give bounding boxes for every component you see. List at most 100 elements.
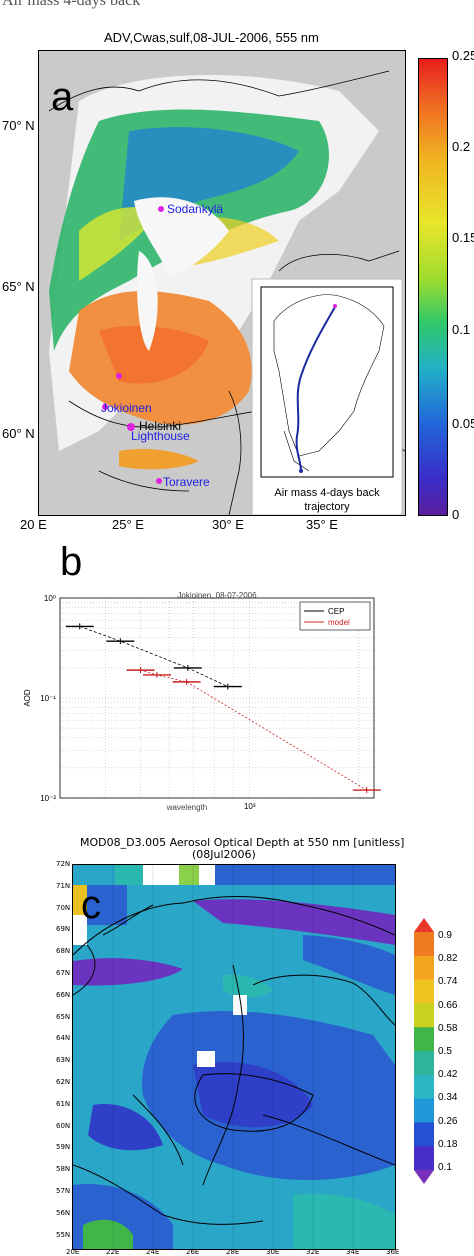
panel-c-cbar-tick: 0.34: [438, 1092, 458, 1104]
station-label-lighthouse: Lighthouse: [131, 429, 190, 443]
panel-c-lon-tick: 24E: [146, 1248, 160, 1256]
panel-c-map: c: [72, 864, 396, 1250]
panel-c-lat-tick: 60N: [56, 1121, 71, 1130]
station-marker-helsinki: [127, 423, 135, 431]
colorbar-top-arrow: [414, 918, 434, 932]
panel-a-label: a: [51, 75, 74, 119]
inset-caption-1: Air mass 4-days back: [274, 487, 380, 499]
colorbar-bottom-arrow: [414, 1170, 434, 1184]
station-marker-jokioinen: [102, 404, 108, 410]
panel-c-cbar-tick: 0.42: [438, 1069, 458, 1081]
panel-c-colorbar: [414, 918, 434, 1184]
top-caption: Air mass 4-days back: [2, 0, 141, 9]
panel-a-lon-30: 30° E: [212, 517, 244, 532]
panel-c-lat-tick: 58N: [56, 1165, 71, 1174]
plot-frame: [59, 597, 375, 799]
y-tick-label: 10⁰: [44, 594, 56, 603]
panel-c-lat-tick: 68N: [56, 947, 71, 956]
station-label-sodankyla: Sodankylä: [167, 202, 224, 216]
chart-title: Jokioinen, 08-07-2006: [177, 591, 257, 600]
colorbar-segment: [414, 979, 434, 1004]
panel-c-lat-tick: 72N: [56, 860, 71, 868]
panel-c-lon-tick: 28E: [226, 1248, 240, 1256]
panel-c-lon-tick: 22E: [106, 1248, 120, 1256]
panel-b-chart: Jokioinen, 08-07-2006 10⁰ 10⁻¹ 10⁻² 10³ AOD wa…: [0, 590, 400, 820]
series-line-model: [140, 669, 367, 791]
colorbar-segment: [414, 955, 434, 981]
panel-c-cbar-tick: 0.82: [438, 953, 458, 965]
x-tick-label: 10³: [244, 802, 256, 811]
panel-c-lat-tick: 63N: [56, 1056, 71, 1065]
panel-c-title-2: (08Jul2006): [192, 848, 256, 861]
colorbar-segment: [414, 1003, 434, 1028]
panel-a-cbar-tick-0: 0.25: [452, 48, 474, 63]
panel-c-lat-tick: 67N: [56, 969, 71, 977]
inset-caption-2: trajectory: [304, 501, 350, 513]
panel-b-chart-svg: Jokioinen, 08-07-2006 10⁰ 10⁻¹ 10⁻² 10³ AOD wa…: [23, 591, 381, 812]
panel-a-lat-70: 70° N: [2, 118, 35, 133]
panel-c-lon-tick: 26E: [186, 1248, 200, 1256]
panel-c-colorbar-svg: [414, 918, 434, 1184]
panel-c-lon-tick: 32E: [306, 1248, 320, 1256]
panel-a-cbar-tick-5: 0: [452, 507, 460, 522]
panel-a-lon-25: 25° E: [112, 517, 144, 532]
panel-a-cbar-tick-1: 0.2: [452, 139, 471, 154]
legend-label: CEP: [328, 607, 344, 616]
colorbar-segment: [414, 1098, 434, 1123]
panel-c-lat-tick: 57N: [56, 1187, 71, 1195]
panel-c-title-1: MOD08_D3.005 Aerosol Optical Depth at 55…: [80, 836, 405, 849]
colorbar-segment: [414, 1146, 434, 1171]
legend-label: model: [328, 618, 350, 627]
panel-c-cbar-tick: 0.5: [438, 1046, 452, 1057]
panel-a-cbar-tick-3: 0.1: [452, 322, 471, 337]
panel-c-lat-tick: 64N: [56, 1034, 71, 1043]
panel-c-lat-tick: 65N: [56, 1012, 71, 1021]
panel-c-lat-tick: 59N: [56, 1143, 71, 1152]
panel-a-title: ADV,Cwas,sulf,08-JUL-2006, 555 nm: [104, 30, 319, 45]
colorbar-segment: [414, 1074, 434, 1100]
station-label-toravere: Toravere: [163, 475, 210, 489]
panel-a-map: a Sodankylä Jokioinen Helsinki Lighthous…: [38, 50, 406, 516]
y-tick-label: 10⁻¹: [40, 694, 56, 703]
panel-a-lat-65: 65° N: [2, 279, 35, 294]
panel-c-lon-tick: 34E: [346, 1248, 360, 1256]
panel-a-cbar-tick-2: 0.15: [452, 230, 474, 245]
panel-c-cbar-tick: 0.9: [438, 930, 452, 941]
panel-a-colorbar: [418, 58, 448, 516]
legend-box: [299, 601, 371, 631]
panel-c-cbar-tick: 0.66: [438, 999, 458, 1011]
panel-c-cbar-tick: 0.18: [438, 1138, 458, 1150]
panel-c-lat-tick: 56N: [56, 1208, 71, 1217]
panel-c-lat-tick: 66N: [56, 990, 71, 999]
panel-a-cbar-tick-4: 0.05: [452, 416, 474, 431]
panel-a-map-svg: [39, 51, 405, 515]
panel-a-lat-60: 60° N: [2, 426, 35, 441]
panel-c-lat-tick: 62N: [56, 1078, 71, 1086]
panel-a-lon-20: 20 E: [20, 517, 47, 532]
panel-c-lat-tick: 55N: [56, 1230, 71, 1239]
panel-c-lat-tick: 70N: [56, 903, 71, 912]
panel-c-lat-tick: 69N: [56, 925, 71, 934]
panel-c-lon-tick: 20E: [66, 1248, 80, 1256]
station-marker-mid: [116, 373, 122, 379]
panel-c-lon-tick: 30E: [266, 1248, 280, 1256]
panel-c-cbar-tick: 0.1: [438, 1162, 452, 1173]
panel-c-cbar-tick: 0.58: [438, 1022, 458, 1034]
station-marker-sodankyla: [158, 206, 164, 212]
panel-c-lat-tick: 71N: [56, 881, 71, 890]
colorbar-segment: [414, 1051, 434, 1076]
colorbar-segment: [414, 1122, 434, 1147]
panel-a-lon-35: 35° E: [306, 517, 338, 532]
x-axis-label: wavelength: [166, 803, 207, 812]
station-marker-toravere: [156, 478, 162, 484]
y-axis-label: AOD: [23, 689, 32, 707]
series-line-cep: [79, 626, 228, 687]
panel-c-cbar-tick: 0.74: [438, 976, 458, 988]
panel-c-map-svg: [73, 865, 395, 1249]
y-tick-label: 10⁻²: [40, 794, 56, 803]
panel-c-label: c: [81, 883, 101, 927]
colorbar-segment: [414, 932, 434, 957]
panel-b-label: b: [60, 540, 83, 584]
panel-c-cbar-tick: 0.26: [438, 1115, 458, 1127]
station-label-jokioinen: Jokioinen: [101, 401, 152, 415]
